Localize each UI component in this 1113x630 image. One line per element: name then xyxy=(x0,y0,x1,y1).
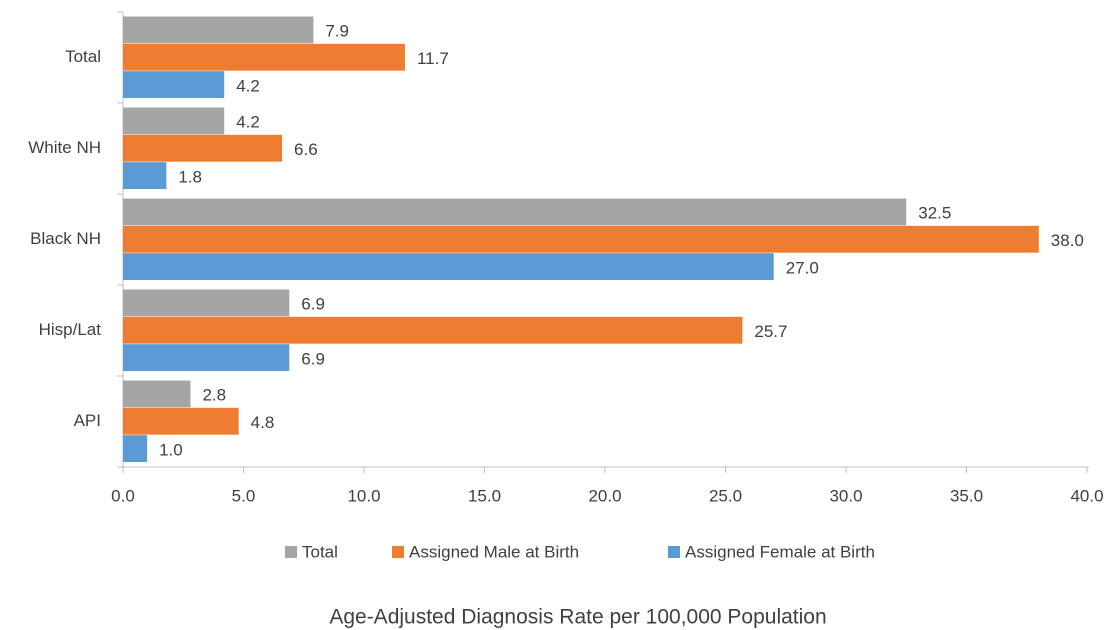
legend-label: Total xyxy=(302,542,338,561)
bar xyxy=(123,43,405,71)
x-tick-label: 35.0 xyxy=(950,486,983,505)
data-label: 6.9 xyxy=(301,349,325,368)
bar xyxy=(123,162,167,189)
y-tick-label: White NH xyxy=(28,138,101,157)
bar xyxy=(123,407,239,435)
data-label: 4.8 xyxy=(251,413,275,432)
bar xyxy=(123,316,743,344)
y-tick-label: Black NH xyxy=(30,229,101,248)
data-label: 38.0 xyxy=(1051,231,1084,250)
legend-swatch xyxy=(668,546,680,558)
legend-label: Assigned Female at Birth xyxy=(685,542,875,561)
x-tick-label: 0.0 xyxy=(111,486,135,505)
data-label: 6.6 xyxy=(294,140,318,159)
data-label: 4.2 xyxy=(236,76,260,95)
y-tick-label: Total xyxy=(65,47,101,66)
data-label: 1.8 xyxy=(178,167,202,186)
bar xyxy=(123,71,225,98)
bar xyxy=(123,380,191,408)
bar xyxy=(123,253,774,280)
data-label: 27.0 xyxy=(786,258,819,277)
legend-swatch xyxy=(285,546,297,558)
bar xyxy=(123,225,1039,253)
x-tick-label: 20.0 xyxy=(588,486,621,505)
x-tick-label: 25.0 xyxy=(709,486,742,505)
y-tick-label: API xyxy=(74,411,101,430)
bar xyxy=(123,435,148,462)
x-tick-label: 30.0 xyxy=(829,486,862,505)
x-axis-title: Age-Adjusted Diagnosis Rate per 100,000 … xyxy=(329,606,826,629)
data-label: 32.5 xyxy=(918,204,951,223)
x-tick-label: 5.0 xyxy=(232,486,256,505)
x-tick-label: 15.0 xyxy=(468,486,501,505)
data-label: 7.9 xyxy=(325,22,349,41)
data-label: 11.7 xyxy=(417,49,449,68)
bar xyxy=(123,198,907,226)
data-label: 2.8 xyxy=(202,386,226,405)
x-tick-label: 40.0 xyxy=(1070,486,1103,505)
legend-label: Assigned Male at Birth xyxy=(409,542,579,561)
data-label: 1.0 xyxy=(159,440,183,459)
data-label: 25.7 xyxy=(754,322,787,341)
bar xyxy=(123,289,290,317)
legend-swatch xyxy=(392,546,404,558)
y-tick-label: Hisp/Lat xyxy=(39,320,102,339)
bar xyxy=(123,16,314,44)
data-label: 4.2 xyxy=(236,113,260,132)
x-tick-label: 10.0 xyxy=(347,486,380,505)
data-label: 6.9 xyxy=(301,295,325,314)
bar xyxy=(123,107,225,135)
bar xyxy=(123,134,283,162)
bar xyxy=(123,344,290,371)
